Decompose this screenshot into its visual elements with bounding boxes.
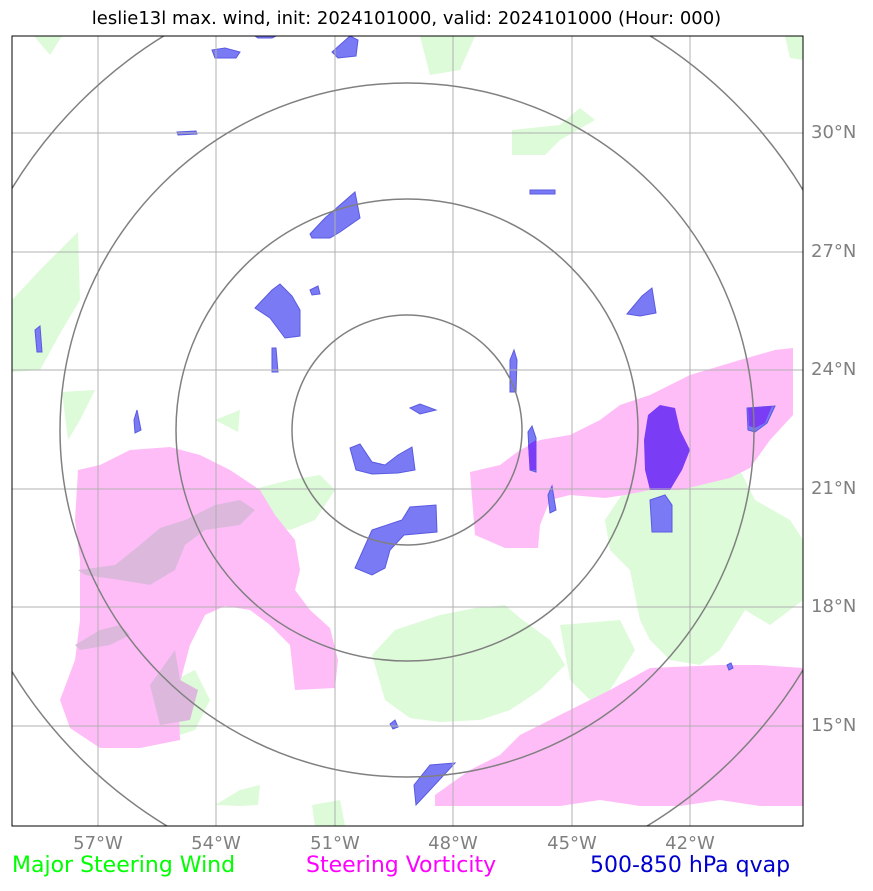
legend-steering-wind: Major Steering Wind [12, 853, 236, 878]
lon-label-51w: 51°W [310, 833, 360, 854]
lon-label-48w: 48°W [428, 833, 478, 854]
map-frame [11, 35, 804, 827]
lon-label-42w: 42°W [665, 833, 715, 854]
lat-label-27n: 27°N [811, 241, 857, 262]
lat-label-21n: 21°N [811, 478, 857, 499]
lat-label-18n: 18°N [811, 596, 857, 617]
lat-label-24n: 24°N [811, 359, 857, 380]
legend-steering-vorticity: Steering Vorticity [306, 853, 497, 878]
map-title: leslie13l max. wind, init: 2024101000, v… [91, 8, 722, 29]
lat-label-30n: 30°N [811, 122, 857, 143]
legend-qvap: 500-850 hPa qvap [590, 853, 791, 878]
lat-lon-grid [12, 36, 803, 826]
lon-label-45w: 45°W [547, 833, 597, 854]
lat-label-15n: 15°N [811, 715, 857, 736]
lon-label-57w: 57°W [73, 833, 123, 854]
lon-label-54w: 54°W [191, 833, 241, 854]
